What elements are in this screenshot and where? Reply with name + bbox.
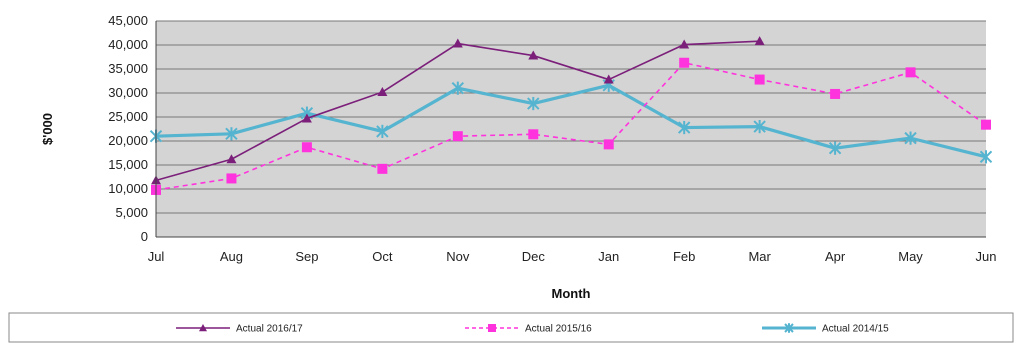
data-point-marker	[377, 87, 388, 97]
data-point-marker	[979, 150, 993, 164]
x-tick-label: Mar	[748, 249, 771, 264]
legend-item: Actual 2016/17	[176, 324, 303, 335]
y-tick-label: 40,000	[108, 37, 148, 52]
y-axis-title: $'000	[40, 113, 55, 145]
data-point-marker	[754, 36, 765, 46]
plot-area	[156, 21, 986, 237]
data-point-marker	[784, 323, 794, 333]
data-point-marker	[488, 324, 496, 332]
y-axis-ticks: 0 5,000 10,000 15,000 20,000 25,000 30,000 35,0…	[108, 13, 148, 244]
data-point-marker	[225, 127, 238, 141]
x-axis-title: Month	[552, 286, 591, 301]
data-point-marker	[199, 324, 207, 332]
data-point-marker	[301, 113, 312, 123]
data-point-marker	[603, 139, 614, 150]
x-tick-label: Nov	[446, 249, 470, 264]
x-tick-label: Feb	[673, 249, 695, 264]
x-tick-label: Dec	[522, 249, 546, 264]
y-tick-label: 20,000	[108, 133, 148, 148]
legend-item: Actual 2014/15	[762, 323, 889, 335]
data-point-marker	[679, 57, 690, 68]
data-point-marker	[828, 141, 842, 155]
data-point-marker	[981, 119, 991, 130]
y-tick-label: 45,000	[108, 13, 148, 28]
y-tick-label: 30,000	[108, 85, 148, 100]
data-point-marker	[679, 39, 690, 49]
data-point-marker	[904, 131, 917, 145]
y-tick-label: 15,000	[108, 157, 148, 172]
data-point-marker	[905, 67, 916, 78]
x-tick-label: Jul	[148, 249, 165, 264]
series-line	[155, 83, 987, 159]
data-point-marker	[226, 173, 237, 184]
x-tick-label: Jun	[976, 249, 997, 264]
x-tick-label: Sep	[295, 249, 318, 264]
legend-label: Actual 2015/16	[525, 324, 592, 335]
legend-item: Actual 2015/16	[465, 324, 592, 335]
data-point-marker	[527, 96, 540, 111]
data-point-marker	[830, 88, 841, 99]
y-tick-label: 0	[141, 229, 148, 244]
x-axis-ticks: Jul Aug Sep Oct Nov Dec Jan Feb Mar Apr May Jun	[148, 249, 997, 264]
legend-label: Actual 2014/15	[822, 324, 889, 335]
data-point-marker	[376, 124, 389, 138]
legend: Actual 2016/17 Actual 2015/16 Actual 2014/…	[176, 323, 889, 335]
y-tick-label: 10,000	[108, 181, 148, 196]
series-1	[151, 57, 991, 195]
legend-label: Actual 2016/17	[236, 324, 303, 335]
y-tick-label: 5,000	[115, 205, 148, 220]
x-tick-label: Apr	[825, 249, 846, 264]
data-point-marker	[528, 129, 539, 140]
data-point-marker	[452, 131, 463, 142]
x-tick-label: Oct	[372, 249, 393, 264]
y-tick-label: 25,000	[108, 109, 148, 124]
data-point-marker	[301, 142, 312, 153]
x-tick-label: May	[898, 249, 923, 264]
x-tick-label: Aug	[220, 249, 243, 264]
data-point-marker	[226, 154, 237, 164]
data-point-marker	[452, 38, 463, 48]
data-point-marker	[603, 74, 614, 84]
data-point-marker	[754, 74, 765, 85]
series-line	[155, 61, 987, 191]
x-tick-label: Jan	[598, 249, 619, 264]
data-point-marker	[528, 50, 539, 60]
data-point-marker	[753, 120, 766, 134]
data-point-marker	[677, 120, 691, 135]
y-tick-label: 35,000	[108, 61, 148, 76]
data-point-marker	[377, 163, 388, 174]
data-point-marker	[451, 81, 465, 95]
